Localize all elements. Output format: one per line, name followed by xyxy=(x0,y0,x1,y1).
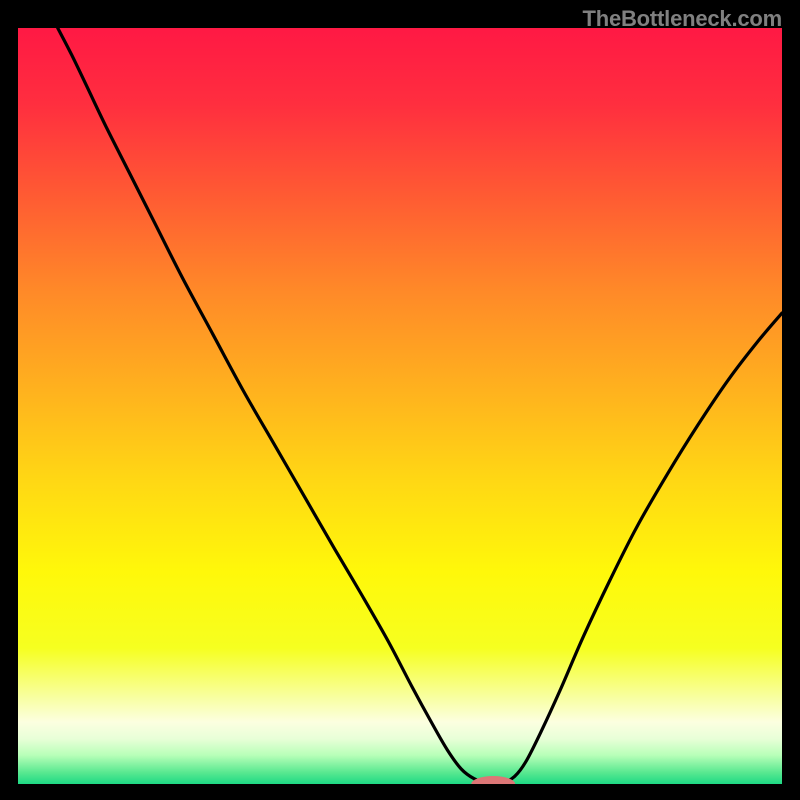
chart-frame: TheBottleneck.com xyxy=(0,0,800,800)
gradient-background xyxy=(18,28,782,784)
watermark-text: TheBottleneck.com xyxy=(582,6,782,32)
plot-area xyxy=(18,28,782,784)
chart-svg xyxy=(18,28,782,784)
